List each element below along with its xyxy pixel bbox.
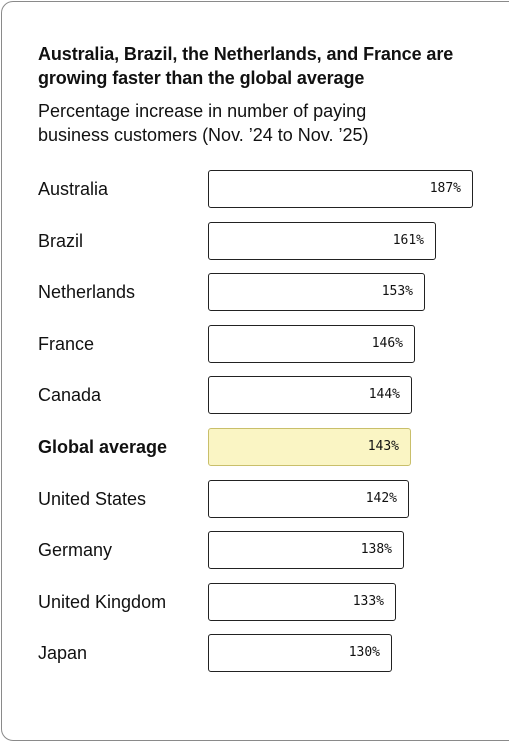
category-label: Australia	[38, 179, 109, 199]
category-label: France	[38, 334, 95, 354]
value-label: 130%	[348, 645, 380, 660]
category-label: Canada	[38, 385, 102, 405]
chart-title: Australia, Brazil, the Netherlands, and …	[38, 44, 454, 88]
bar: 143%	[208, 428, 411, 466]
bar: 133%	[208, 583, 396, 621]
value-label: 153%	[381, 284, 413, 299]
bar-row: France 146%	[0, 325, 509, 363]
value-label: 146%	[371, 336, 403, 351]
bar-row: Japan 130%	[0, 634, 509, 672]
category-label: Brazil	[38, 231, 84, 251]
category-label: Japan	[38, 643, 88, 663]
bar-row: Netherlands 153%	[0, 273, 509, 311]
bar: 146%	[208, 325, 415, 363]
category-label: United Kingdom	[38, 592, 167, 612]
bar: 142%	[208, 480, 409, 518]
category-label: Global average	[38, 437, 168, 457]
bar-row: Germany 138%	[0, 531, 509, 569]
bar: 161%	[208, 222, 436, 260]
category-label: Germany	[38, 540, 113, 560]
bar-row: Brazil 161%	[0, 222, 509, 260]
value-label: 138%	[360, 542, 392, 557]
value-label: 144%	[368, 387, 400, 402]
category-label: Netherlands	[38, 282, 136, 302]
value-label: 133%	[352, 594, 384, 609]
bar: 138%	[208, 531, 404, 569]
bar: 144%	[208, 376, 412, 414]
bar-row: United Kingdom 133%	[0, 583, 509, 621]
value-label: 142%	[365, 491, 397, 506]
bar-row: Canada 144%	[0, 376, 509, 414]
bar-chart: Australia 187% Brazil 161% Netherlands 153% Fr…	[0, 170, 509, 672]
category-label: United States	[38, 489, 147, 509]
bar: 187%	[208, 170, 473, 208]
bar: 153%	[208, 273, 425, 311]
bar-row: Global average 143%	[0, 428, 509, 466]
value-label: 187%	[429, 181, 461, 196]
value-label: 161%	[392, 233, 424, 248]
value-label: 143%	[367, 439, 399, 454]
bar-row: Australia 187%	[0, 170, 509, 208]
bar-row: United States 142%	[0, 480, 509, 518]
chart-subtitle: Percentage increase in number of paying …	[38, 101, 369, 145]
bar: 130%	[208, 634, 392, 672]
